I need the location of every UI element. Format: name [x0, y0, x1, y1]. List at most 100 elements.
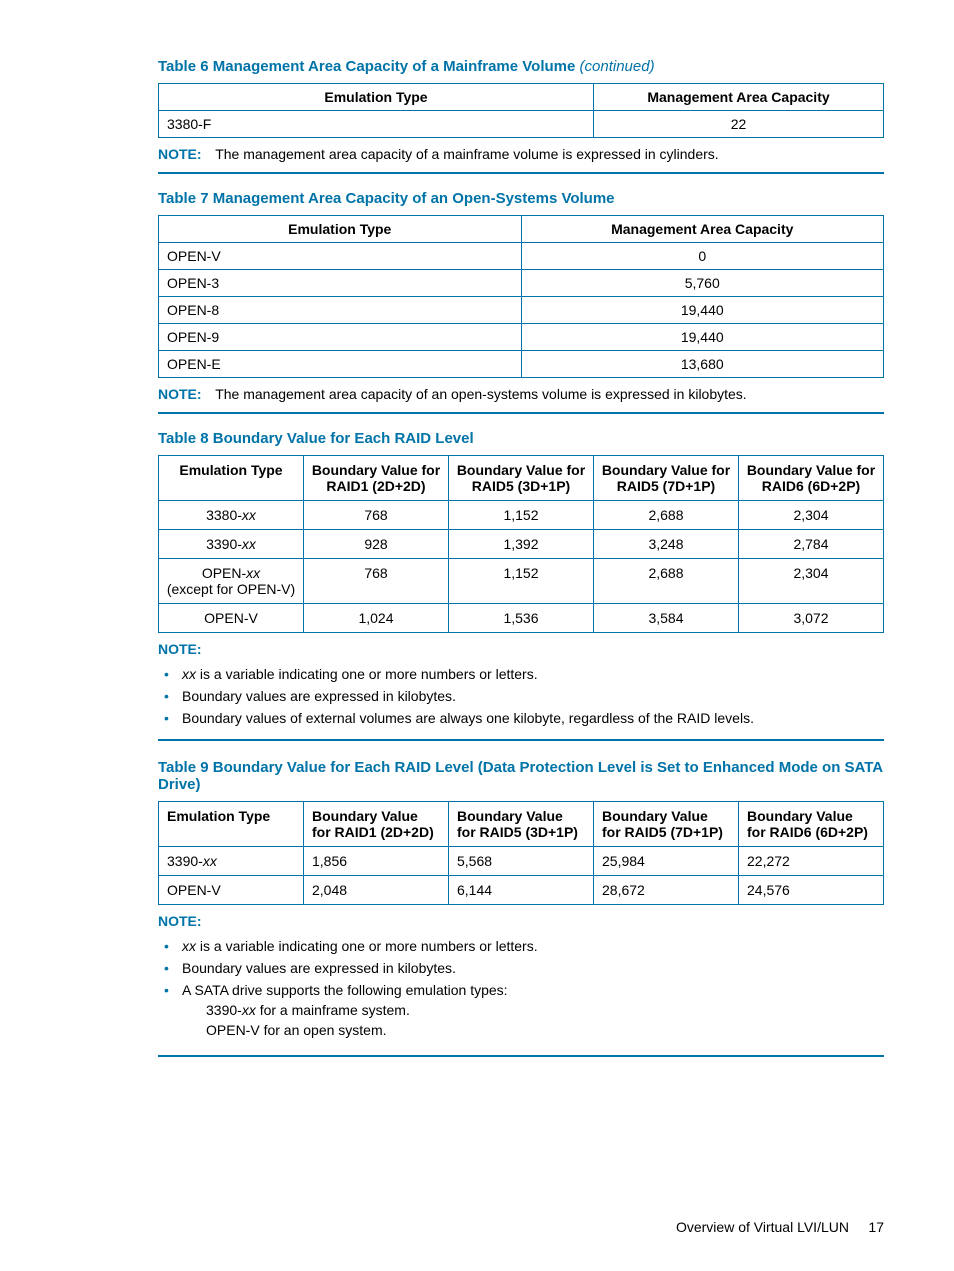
table9-title: Table 9 Boundary Value for Each RAID Lev… — [158, 759, 884, 793]
table8-cell: 1,152 — [449, 559, 594, 604]
table8-header-1: Emulation Type — [159, 456, 304, 501]
table7-note: NOTE: The management area capacity of an… — [158, 378, 884, 414]
table9-note-block: NOTE: xx is a variable indicating one or… — [158, 905, 884, 1057]
list-item: Boundary values are expressed in kilobyt… — [180, 685, 884, 707]
table6-header-row: Emulation Type Management Area Capacity — [159, 84, 884, 111]
table7-header-row: Emulation Type Management Area Capacity — [159, 216, 884, 243]
note-label: NOTE: — [158, 386, 202, 402]
list-item: A SATA drive supports the following emul… — [180, 979, 884, 1045]
table6-header-1: Emulation Type — [159, 84, 594, 111]
table8-bullets: xx is a variable indicating one or more … — [158, 663, 884, 729]
table9-header-row: Emulation Type Boundary Value for RAID1 … — [159, 802, 884, 847]
page-footer: Overview of Virtual LVI/LUN 17 — [676, 1219, 884, 1235]
table7-cell: OPEN-3 — [159, 270, 522, 297]
table9-cell: 22,272 — [739, 847, 884, 876]
table8-cell: 3,248 — [594, 530, 739, 559]
table6-title: Table 6 Management Area Capacity of a Ma… — [158, 58, 884, 75]
list-item: Boundary values of external volumes are … — [180, 707, 884, 729]
table8-cell: 768 — [304, 501, 449, 530]
table-row: OPEN-xx (except for OPEN-V) 768 1,152 2,… — [159, 559, 884, 604]
page: Table 6 Management Area Capacity of a Ma… — [0, 0, 954, 1271]
table9-header-3: Boundary Value for RAID5 (3D+1P) — [449, 802, 594, 847]
note-text: The management area capacity of a mainfr… — [215, 146, 718, 162]
table7: Emulation Type Management Area Capacity … — [158, 215, 884, 378]
table8-cell: 3380-xx — [159, 501, 304, 530]
table8-cell: 2,304 — [739, 559, 884, 604]
sub-line-2: OPEN-V for an open system. — [182, 1022, 884, 1038]
list-item: xx is a variable indicating one or more … — [180, 935, 884, 957]
table8-cell: 1,392 — [449, 530, 594, 559]
table7-header-1: Emulation Type — [159, 216, 522, 243]
table8-cell: 3,584 — [594, 604, 739, 633]
table9-cell: 24,576 — [739, 876, 884, 905]
table-row: OPEN-819,440 — [159, 297, 884, 324]
table8-cell: 768 — [304, 559, 449, 604]
table9-header-2: Boundary Value for RAID1 (2D+2D) — [304, 802, 449, 847]
list-item: xx is a variable indicating one or more … — [180, 663, 884, 685]
table-row: OPEN-E13,680 — [159, 351, 884, 378]
table-row: OPEN-V 1,024 1,536 3,584 3,072 — [159, 604, 884, 633]
table9-cell: 1,856 — [304, 847, 449, 876]
table8-note-block: NOTE: xx is a variable indicating one or… — [158, 633, 884, 741]
table8-header-4: Boundary Value for RAID5 (7D+1P) — [594, 456, 739, 501]
table-row: OPEN-35,760 — [159, 270, 884, 297]
table8-cell: 2,304 — [739, 501, 884, 530]
table8-cell: 1,024 — [304, 604, 449, 633]
sub-line-1: 3390-xx for a mainframe system. — [182, 1002, 884, 1018]
note-label: NOTE: — [158, 146, 202, 162]
table-row: 3390-xx 928 1,392 3,248 2,784 — [159, 530, 884, 559]
page-number: 17 — [868, 1219, 884, 1235]
table9-bullets: xx is a variable indicating one or more … — [158, 935, 884, 1045]
table7-header-2: Management Area Capacity — [521, 216, 884, 243]
table8-cell: OPEN-xx (except for OPEN-V) — [159, 559, 304, 604]
table6: Emulation Type Management Area Capacity … — [158, 83, 884, 138]
table-row: 3390-xx 1,856 5,568 25,984 22,272 — [159, 847, 884, 876]
table8-header-row: Emulation Type Boundary Value for RAID1 … — [159, 456, 884, 501]
note-text: The management area capacity of an open-… — [215, 386, 747, 402]
table8-cell: 3,072 — [739, 604, 884, 633]
table7-cell: 5,760 — [521, 270, 884, 297]
table6-cell: 3380-F — [159, 111, 594, 138]
table9-cell: 2,048 — [304, 876, 449, 905]
table9-cell: OPEN-V — [159, 876, 304, 905]
table7-cell: OPEN-8 — [159, 297, 522, 324]
table9-header-5: Boundary Value for RAID6 (6D+2P) — [739, 802, 884, 847]
table9-cell: 5,568 — [449, 847, 594, 876]
table7-cell: OPEN-V — [159, 243, 522, 270]
table8-header-3: Boundary Value for RAID5 (3D+1P) — [449, 456, 594, 501]
table8-cell: 3390-xx — [159, 530, 304, 559]
table8-cell: 1,152 — [449, 501, 594, 530]
table8-title: Table 8 Boundary Value for Each RAID Lev… — [158, 430, 884, 447]
table8-header-5: Boundary Value for RAID6 (6D+2P) — [739, 456, 884, 501]
table6-cell: 22 — [594, 111, 884, 138]
table8: Emulation Type Boundary Value for RAID1 … — [158, 455, 884, 633]
table8-cell: OPEN-V — [159, 604, 304, 633]
table-row: OPEN-919,440 — [159, 324, 884, 351]
table8-header-2: Boundary Value for RAID1 (2D+2D) — [304, 456, 449, 501]
table9-cell: 28,672 — [594, 876, 739, 905]
table9: Emulation Type Boundary Value for RAID1 … — [158, 801, 884, 905]
table8-cell: 2,688 — [594, 559, 739, 604]
table7-cell: 19,440 — [521, 297, 884, 324]
table6-title-continued: (continued) — [580, 58, 655, 75]
table9-cell: 25,984 — [594, 847, 739, 876]
table7-cell: OPEN-9 — [159, 324, 522, 351]
table8-cell: 2,784 — [739, 530, 884, 559]
table-row: OPEN-V0 — [159, 243, 884, 270]
note-heading: NOTE: — [158, 641, 884, 657]
footer-text: Overview of Virtual LVI/LUN — [676, 1219, 849, 1235]
table6-header-2: Management Area Capacity — [594, 84, 884, 111]
table8-cell: 1,536 — [449, 604, 594, 633]
table7-cell: 0 — [521, 243, 884, 270]
table-row: 3380-F 22 — [159, 111, 884, 138]
table9-cell: 6,144 — [449, 876, 594, 905]
table7-cell: 13,680 — [521, 351, 884, 378]
table9-header-1: Emulation Type — [159, 802, 304, 847]
table7-cell: OPEN-E — [159, 351, 522, 378]
table8-cell: 928 — [304, 530, 449, 559]
list-item: Boundary values are expressed in kilobyt… — [180, 957, 884, 979]
note-heading: NOTE: — [158, 913, 884, 929]
table6-note: NOTE: The management area capacity of a … — [158, 138, 884, 174]
table8-cell: 2,688 — [594, 501, 739, 530]
table7-cell: 19,440 — [521, 324, 884, 351]
